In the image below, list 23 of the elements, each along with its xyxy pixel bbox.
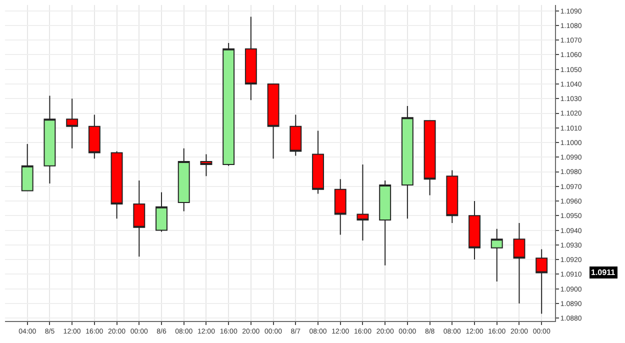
candlestick	[424, 120, 436, 196]
candlestick	[66, 98, 78, 149]
candlestick	[490, 228, 503, 282]
candlestick	[513, 222, 526, 304]
candlestick	[88, 114, 100, 160]
candlestick	[44, 95, 56, 184]
candlestick	[156, 192, 168, 232]
candlestick	[178, 148, 190, 212]
candlestick	[312, 130, 324, 194]
text: 1.0911	[591, 268, 616, 277]
candlestick	[356, 164, 369, 242]
candlestick	[200, 154, 212, 177]
candlestick	[536, 248, 548, 314]
candlestick	[379, 180, 392, 266]
candlestick	[290, 114, 302, 156]
candlestick	[244, 16, 257, 101]
candlestick	[468, 200, 480, 260]
candlestick	[446, 170, 458, 224]
candlestick	[133, 180, 146, 258]
candlestick	[334, 178, 346, 236]
candlestick	[110, 150, 123, 220]
candlestick	[267, 84, 280, 160]
candlestick	[21, 143, 34, 192]
